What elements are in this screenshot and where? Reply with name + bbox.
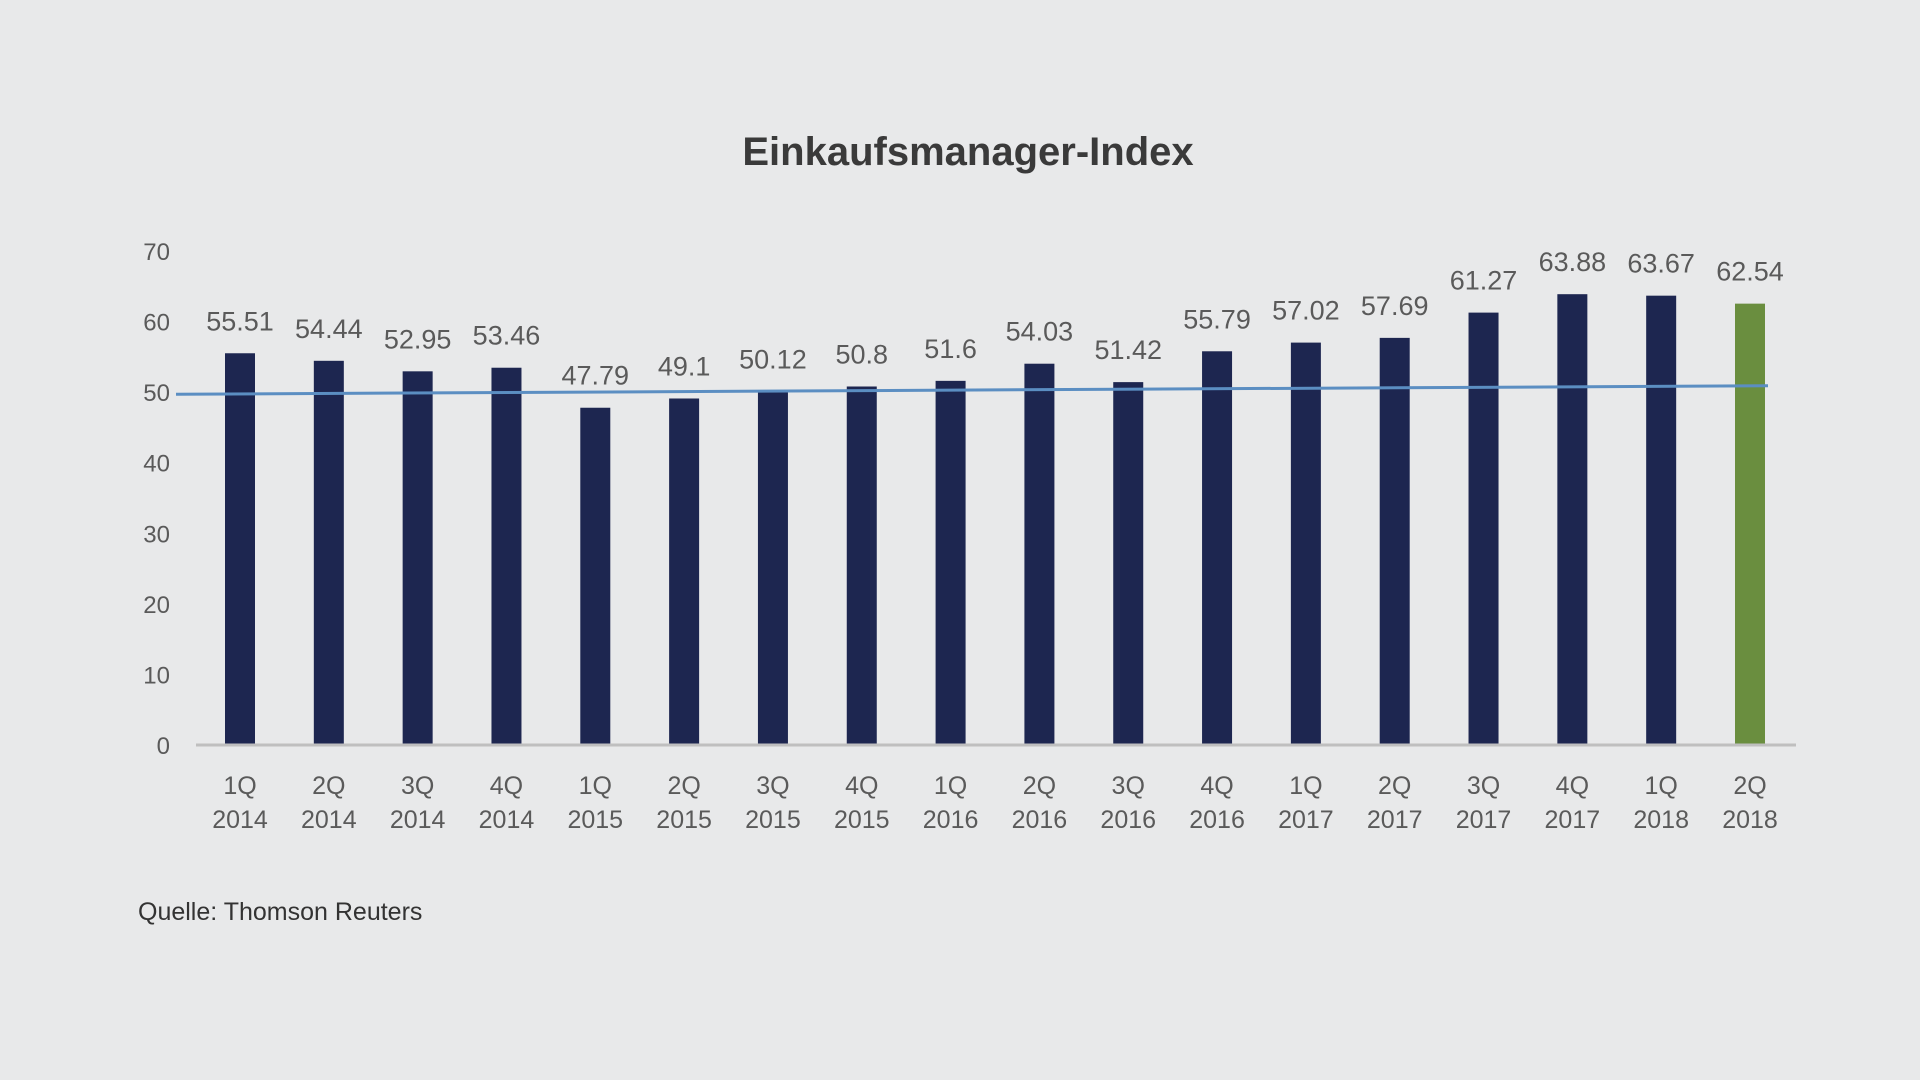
data-label: 63.88: [1539, 247, 1607, 277]
data-label: 61.27: [1450, 266, 1518, 296]
x-tick-label-quarter: 3Q: [1112, 772, 1145, 800]
x-tick-label-year: 2015: [745, 806, 801, 834]
bar: [1379, 337, 1410, 745]
x-tick-label-quarter: 4Q: [1556, 772, 1589, 800]
y-tick-label: 30: [143, 521, 170, 548]
x-tick-label-quarter: 4Q: [845, 772, 878, 800]
data-label: 57.69: [1361, 291, 1429, 321]
x-tick-label-year: 2017: [1367, 806, 1423, 834]
bar: [491, 367, 522, 745]
data-label: 63.67: [1627, 249, 1695, 279]
x-tick-label-quarter: 3Q: [401, 772, 434, 800]
bar: [846, 386, 877, 745]
data-label: 49.1: [658, 351, 711, 381]
bar: [669, 398, 700, 745]
bar: [580, 407, 611, 745]
bar: [1113, 382, 1144, 745]
x-tick-label-year: 2017: [1278, 806, 1334, 834]
x-tick-label-quarter: 2Q: [667, 772, 700, 800]
y-tick-label: 70: [143, 239, 170, 266]
x-tick-label-year: 2016: [1012, 806, 1068, 834]
y-tick-label: 10: [143, 662, 170, 689]
data-label: 52.95: [384, 324, 452, 354]
y-tick-label: 60: [143, 310, 170, 337]
y-tick-label: 40: [143, 451, 170, 478]
y-tick-label: 20: [143, 592, 170, 619]
data-label: 57.02: [1272, 296, 1340, 326]
x-tick-label-quarter: 2Q: [312, 772, 345, 800]
x-tick-label-quarter: 4Q: [490, 772, 523, 800]
bar: [935, 380, 966, 745]
bar: [1646, 295, 1677, 745]
data-label: 47.79: [562, 361, 630, 391]
bar: [1557, 294, 1588, 745]
x-tick-label-year: 2014: [301, 806, 357, 834]
y-tick-label: 0: [157, 733, 170, 760]
chart-title: Einkaufsmanager-Index: [742, 130, 1194, 174]
bar: [1024, 363, 1055, 745]
x-tick-label-quarter: 2Q: [1378, 772, 1411, 800]
y-tick-label: 50: [143, 380, 170, 407]
x-tick-label-quarter: 3Q: [1467, 772, 1500, 800]
x-tick-label-year: 2018: [1722, 806, 1778, 834]
x-tick-label-year: 2016: [1100, 806, 1156, 834]
data-label: 62.54: [1716, 257, 1784, 287]
x-tick-label-year: 2018: [1633, 806, 1689, 834]
x-tick-label-year: 2016: [923, 806, 979, 834]
bar: [1290, 342, 1321, 745]
x-tick-label-year: 2016: [1189, 806, 1245, 834]
x-tick-label-quarter: 1Q: [1644, 772, 1677, 800]
x-tick-label-quarter: 2Q: [1733, 772, 1766, 800]
bar: [313, 360, 344, 745]
bar: [225, 353, 255, 745]
x-tick-label-year: 2015: [834, 806, 890, 834]
source-note: Quelle: Thomson Reuters: [138, 898, 423, 926]
bar: [1468, 312, 1499, 745]
x-tick-label-quarter: 1Q: [223, 772, 256, 800]
data-label: 55.79: [1183, 304, 1251, 334]
x-tick-label-year: 2017: [1545, 806, 1601, 834]
x-tick-label-year: 2014: [212, 806, 268, 834]
trend-line: [175, 384, 1769, 396]
x-tick-label-quarter: 1Q: [579, 772, 612, 800]
data-label: 54.03: [1006, 317, 1074, 347]
data-label: 50.8: [835, 339, 888, 369]
bar: [402, 371, 433, 745]
x-tick-label-year: 2014: [479, 806, 535, 834]
x-tick-label-year: 2014: [390, 806, 446, 834]
x-tick-label-quarter: 2Q: [1023, 772, 1056, 800]
x-tick-label-quarter: 1Q: [934, 772, 967, 800]
x-tick-label-quarter: 1Q: [1289, 772, 1322, 800]
x-tick-label-year: 2015: [567, 806, 623, 834]
data-label: 55.51: [206, 306, 274, 336]
x-tick-label-quarter: 3Q: [756, 772, 789, 800]
x-tick-label-year: 2015: [656, 806, 712, 834]
data-label: 51.6: [924, 334, 977, 364]
x-tick-label-year: 2017: [1456, 806, 1512, 834]
bar: [757, 391, 788, 745]
bar: [1735, 303, 1765, 745]
data-label: 51.42: [1094, 335, 1162, 365]
data-label: 53.46: [473, 321, 541, 351]
data-label: 50.12: [739, 344, 807, 374]
data-label: 54.44: [295, 314, 363, 344]
x-tick-label-quarter: 4Q: [1200, 772, 1233, 800]
bar: [1202, 351, 1233, 745]
